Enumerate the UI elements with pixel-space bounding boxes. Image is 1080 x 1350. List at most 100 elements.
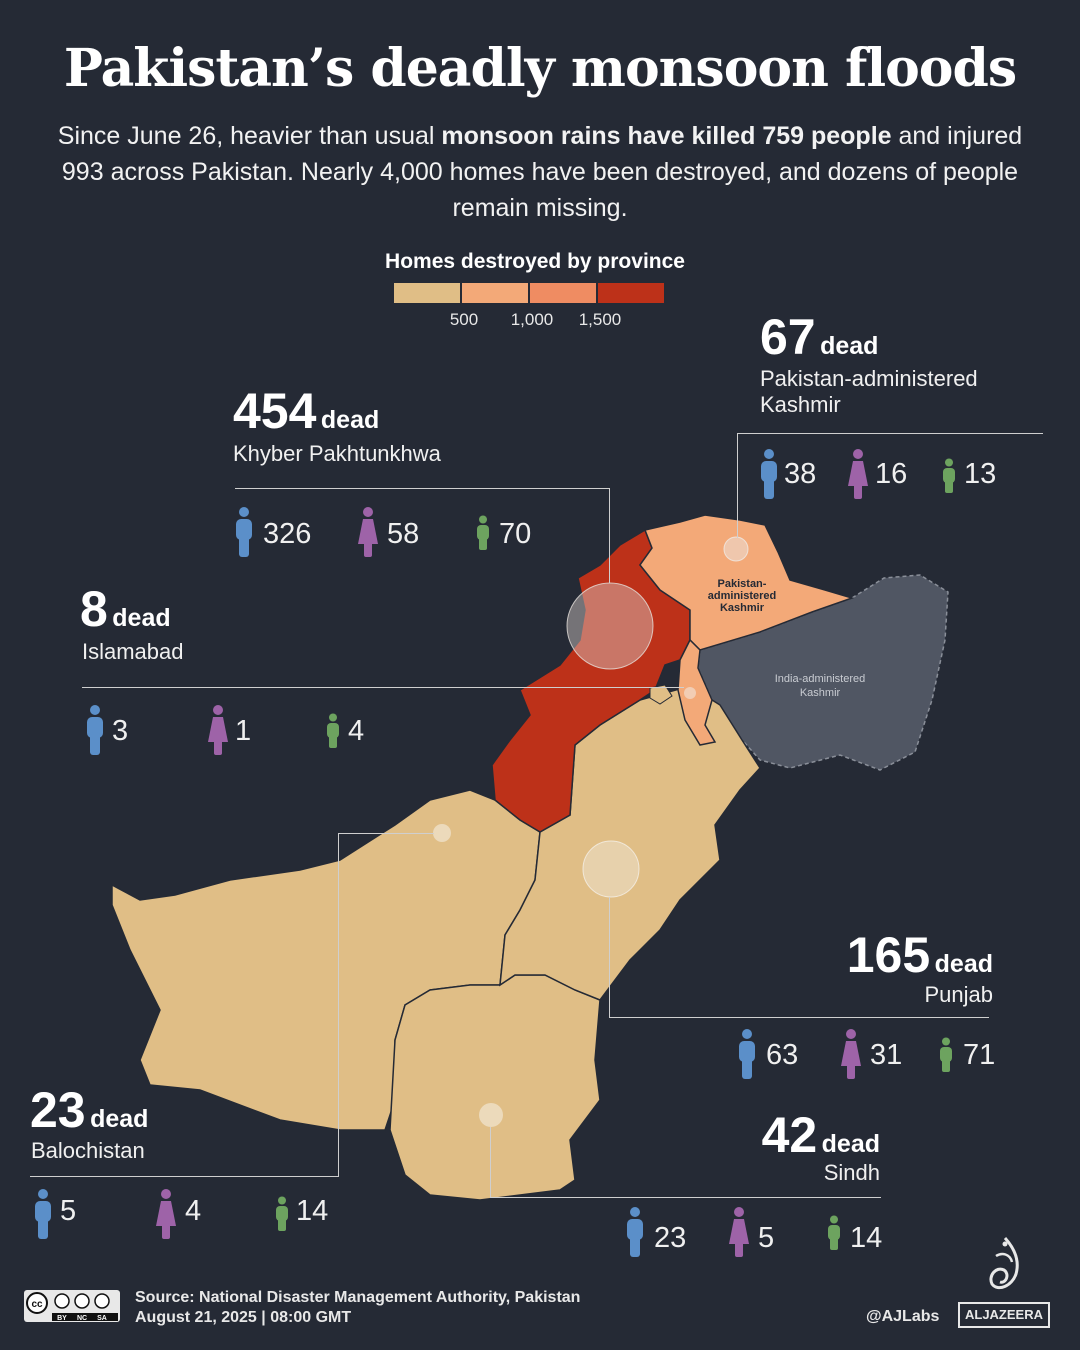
kp-leader-h bbox=[235, 488, 610, 489]
child-icon bbox=[943, 458, 955, 493]
intro-text: Since June 26, heavier than usual monsoo… bbox=[40, 118, 1040, 226]
kashmir-name-2: Kashmir bbox=[760, 392, 841, 417]
punjab-name: Punjab bbox=[924, 982, 993, 1007]
balochistan-leader-v bbox=[338, 833, 339, 1177]
pak-kashmir-label-2: administered bbox=[708, 590, 776, 602]
man-icon bbox=[35, 1189, 51, 1239]
balochistan-death-circle bbox=[433, 824, 451, 842]
balochistan-name: Balochistan bbox=[31, 1138, 145, 1163]
woman-icon bbox=[848, 449, 868, 499]
sindh-shape bbox=[389, 974, 601, 1201]
balochistan-leader-h bbox=[338, 833, 434, 834]
kashmir-leader-h bbox=[737, 433, 1043, 434]
islamabad-dead: 8 dead bbox=[80, 584, 171, 634]
islamabad-children-count: 4 bbox=[348, 715, 365, 747]
balochistan-dead: 23 dead bbox=[30, 1085, 148, 1135]
intro-part2: and injured 993 across Pakistan. Nearly … bbox=[61, 122, 1023, 222]
child-icon bbox=[477, 515, 489, 550]
islamabad-leader-h bbox=[82, 687, 684, 688]
kp-dead-count: 454 bbox=[233, 383, 317, 439]
sindh-death-circle bbox=[479, 1103, 503, 1127]
woman-icon bbox=[729, 1207, 749, 1257]
footer-date: August 21, 2025 | 08:00 GMT bbox=[135, 1309, 352, 1326]
intro-part1: Since June 26, heavier than usual bbox=[57, 122, 442, 150]
punjab-dead: 165 dead bbox=[760, 930, 993, 980]
man-icon bbox=[627, 1207, 643, 1257]
punjab-death-circle bbox=[582, 840, 640, 898]
intro-bold: monsoon rains have killed 759 people bbox=[441, 122, 892, 150]
legend-swatch-2 bbox=[462, 283, 528, 303]
islamabad-men-count: 3 bbox=[112, 715, 129, 747]
cc-sa: SA bbox=[97, 1315, 107, 1322]
sindh-women-count: 5 bbox=[758, 1222, 775, 1254]
cc-by: BY bbox=[57, 1315, 67, 1322]
creative-commons-badge: cc BY NC SA bbox=[24, 1290, 120, 1322]
footer-source: Source: National Disaster Management Aut… bbox=[135, 1289, 581, 1306]
page-title: Pakistan’s deadly monsoon floods bbox=[63, 38, 1017, 99]
ajk-shape bbox=[677, 638, 717, 746]
sindh-dead: 42 dead bbox=[640, 1110, 880, 1160]
cc-nc: NC bbox=[77, 1315, 87, 1322]
kp-death-circle bbox=[566, 582, 654, 670]
islamabad-women-count: 1 bbox=[235, 715, 252, 747]
kp-children-count: 70 bbox=[499, 518, 532, 550]
legend-tick-1000: 1,000 bbox=[510, 310, 554, 329]
india-kashmir-label-2: Kashmir bbox=[800, 687, 841, 699]
legend-tick-500: 500 bbox=[449, 310, 479, 329]
balochistan-children-count: 14 bbox=[296, 1195, 329, 1227]
pak-kashmir-label-3: Kashmir bbox=[720, 602, 765, 614]
legend-swatch-3 bbox=[530, 283, 596, 303]
sindh-leader-v bbox=[490, 1127, 491, 1197]
sindh-name: Sindh bbox=[823, 1160, 880, 1185]
punjab-leader-h bbox=[609, 1017, 989, 1018]
kashmir-leader-v bbox=[737, 433, 738, 538]
child-icon bbox=[276, 1196, 288, 1231]
sindh-dead-count: 42 bbox=[761, 1107, 818, 1163]
sindh-children-count: 14 bbox=[850, 1222, 883, 1254]
aljazeera-brand: ALJAZEERA bbox=[958, 1302, 1050, 1328]
balochistan-leader-base bbox=[30, 1176, 339, 1177]
kashmir-name-1: Pakistan-administered bbox=[760, 366, 978, 391]
aljazeera-logo-icon bbox=[989, 1236, 1019, 1290]
islamabad-death-circle bbox=[684, 687, 696, 699]
punjab-children-count: 71 bbox=[963, 1039, 996, 1071]
legend-swatch-4 bbox=[598, 283, 664, 303]
legend-tick-1500: 1,500 bbox=[578, 310, 622, 329]
balochistan-women-count: 4 bbox=[185, 1195, 202, 1227]
punjab-women-count: 31 bbox=[870, 1039, 903, 1071]
balochistan-dead-count: 23 bbox=[30, 1082, 86, 1138]
legend-swatch-1 bbox=[394, 283, 460, 303]
kashmir-women-count: 16 bbox=[875, 458, 908, 490]
kp-leader-v bbox=[609, 488, 610, 583]
sindh-dead-label: dead bbox=[821, 1130, 880, 1158]
kashmir-dead: 67 dead bbox=[760, 312, 878, 362]
child-icon bbox=[940, 1037, 952, 1072]
pak-kashmir-label-1: Pakistan- bbox=[718, 578, 767, 590]
woman-icon bbox=[156, 1189, 176, 1239]
kashmir-dead-count: 67 bbox=[760, 309, 816, 365]
islamabad-dead-label: dead bbox=[112, 604, 171, 632]
child-icon bbox=[828, 1215, 840, 1250]
punjab-dead-count: 165 bbox=[846, 927, 931, 983]
kp-women-count: 58 bbox=[387, 518, 420, 550]
woman-icon bbox=[208, 705, 228, 755]
punjab-men-count: 63 bbox=[766, 1039, 799, 1071]
islamabad-name: Islamabad bbox=[82, 639, 184, 664]
child-icon bbox=[327, 713, 339, 748]
cc-icon: cc BY NC SA bbox=[26, 1292, 118, 1322]
woman-icon bbox=[358, 507, 378, 557]
islamabad-dead-count: 8 bbox=[80, 581, 108, 637]
kashmir-death-circle bbox=[723, 536, 749, 562]
kp-dead-label: dead bbox=[320, 406, 380, 434]
india-kashmir-label-1: India-administered bbox=[775, 673, 866, 685]
kashmir-children-count: 13 bbox=[964, 458, 997, 490]
footer-source-block: Source: National Disaster Management Aut… bbox=[135, 1288, 580, 1328]
kashmir-dead-label: dead bbox=[820, 332, 879, 360]
woman-icon bbox=[841, 1029, 861, 1079]
legend-title: Homes destroyed by province bbox=[385, 250, 685, 273]
man-icon bbox=[236, 507, 252, 557]
footer-handle: @AJLabs bbox=[866, 1308, 940, 1325]
kp-name: Khyber Pakhtunkhwa bbox=[233, 441, 441, 466]
